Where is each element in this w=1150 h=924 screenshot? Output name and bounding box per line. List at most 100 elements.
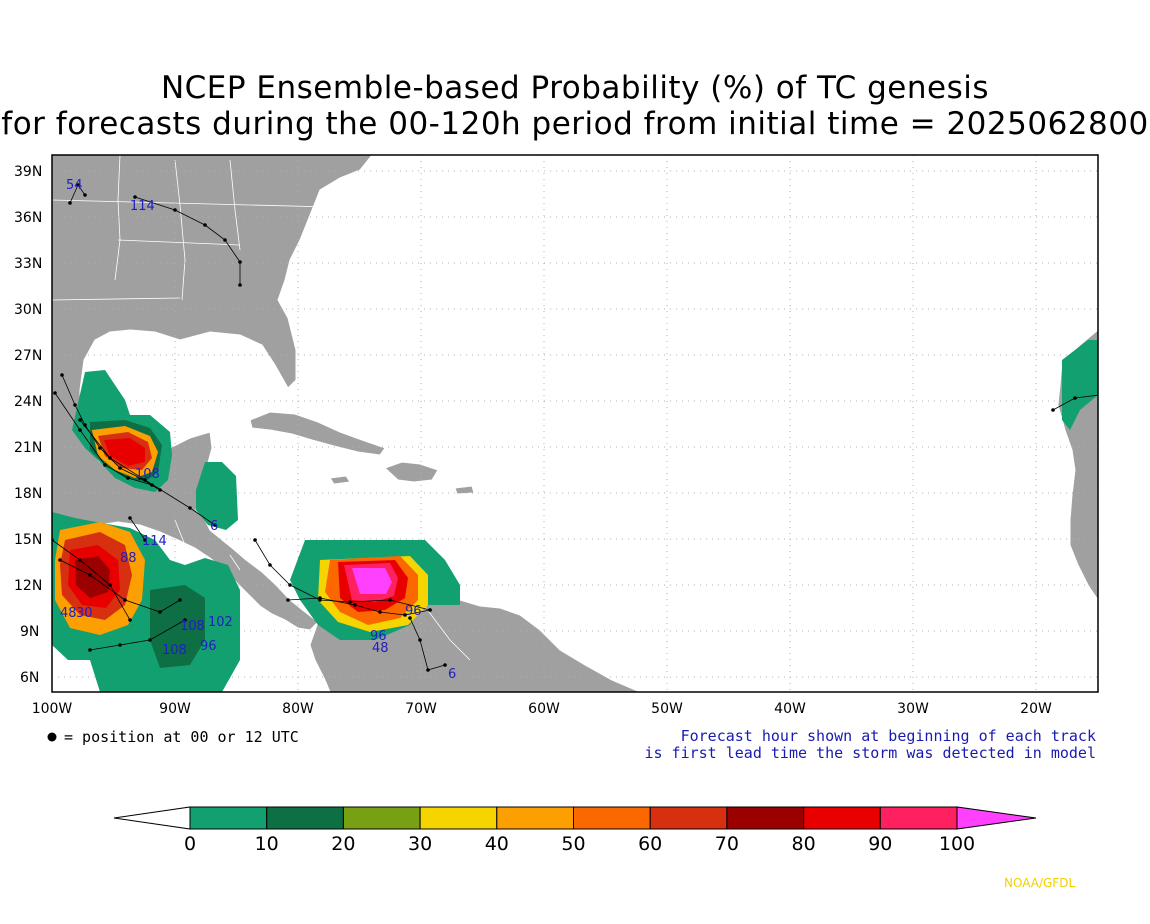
colorbar-tick-label: 60: [638, 833, 662, 855]
track-dot: [253, 538, 257, 542]
colorbar-tick-label: 90: [868, 833, 892, 855]
map-frame: [51, 154, 1099, 693]
colorbar-segment: [266, 806, 344, 830]
track-dot: [123, 598, 127, 602]
lat-label: 33N: [14, 256, 42, 272]
track-dot: [173, 208, 177, 212]
colorbar-segment: [419, 806, 498, 830]
hour-label: 108: [135, 467, 160, 482]
track-dot: [83, 193, 87, 197]
hour-label: 114: [142, 534, 167, 549]
track-dot: [68, 201, 72, 205]
track-dot: [83, 423, 87, 427]
genesis-area-scar-100: [352, 568, 392, 594]
track-dot: [133, 195, 137, 199]
lat-label: 36N: [14, 210, 42, 226]
lat-label: 30N: [14, 302, 42, 318]
track-dot: [268, 563, 272, 567]
colorbar-tick-label: 20: [331, 833, 355, 855]
hour-label: 48: [372, 641, 389, 656]
colorbar-tick-label: 80: [792, 833, 816, 855]
lat-label: 24N: [14, 394, 42, 410]
track-dot: [148, 638, 152, 642]
hour-label: 88: [120, 551, 137, 566]
track-dot: [73, 403, 77, 407]
track-dot: [60, 373, 64, 377]
hour-label: 6: [448, 667, 456, 682]
track-dot: [223, 238, 227, 242]
track-dot: [188, 506, 192, 510]
colorbar-tick-label: 40: [485, 833, 509, 855]
colorbar-tick-label: 70: [715, 833, 739, 855]
track-dot: [178, 598, 182, 602]
colorbar-tick-label: 100: [939, 833, 975, 855]
lat-label: 15N: [14, 532, 42, 548]
track-dot: [58, 558, 62, 562]
dot-legend-note: = position at 00 or 12 UTC: [64, 728, 299, 746]
hour-label: 96: [370, 629, 387, 644]
lon-label: 20W: [1020, 701, 1052, 717]
hispaniola-land: [384, 461, 439, 483]
track-dot: [1106, 392, 1110, 396]
track-dot: [88, 573, 92, 577]
track-dot: [238, 260, 242, 264]
hour-label: 48: [60, 606, 77, 621]
track-dot: [138, 476, 142, 480]
hour-label: 108: [162, 643, 187, 658]
track-dot: [348, 600, 352, 604]
longitude-labels: 100W 90W 80W 70W 60W 50W 40W 30W 20W: [32, 701, 1052, 717]
lat-label: 27N: [14, 348, 42, 364]
genesis-area-honduras-gulf: [196, 462, 238, 530]
chart-title-line1: NCEP Ensemble-based Probability (%) of T…: [160, 70, 990, 106]
track-dot: [88, 648, 92, 652]
track-dot: [1051, 408, 1055, 412]
track-dot: [1073, 396, 1077, 400]
track-dot: [158, 488, 162, 492]
track-dot: [126, 476, 130, 480]
track-dot: [128, 516, 132, 520]
lon-label: 80W: [282, 701, 314, 717]
hour-label: 96: [405, 604, 422, 619]
track-dot: [118, 643, 122, 647]
lat-label: 18N: [14, 486, 42, 502]
track-dot: [203, 223, 207, 227]
track-dot: [76, 183, 80, 187]
genesis-probability-fields: [52, 340, 1098, 692]
track-dot: [158, 610, 162, 614]
track-dot: [353, 603, 357, 607]
track-dot: [388, 598, 392, 602]
track-dot: [78, 418, 82, 422]
jamaica-land: [329, 475, 351, 485]
lat-label: 39N: [14, 164, 42, 180]
track-dot: [418, 638, 422, 642]
track-dot: [78, 428, 82, 432]
lat-label: 9N: [20, 624, 39, 640]
track-dot: [403, 613, 407, 617]
lon-label: 100W: [32, 701, 73, 717]
track-dot: [128, 618, 132, 622]
lon-label: 50W: [651, 701, 683, 717]
colorbar: 0 10 20 30 40 50 60 70 80 90 100: [113, 806, 1037, 855]
colorbar-tick-label: 30: [408, 833, 432, 855]
track-dot: [408, 616, 412, 620]
cuba-land: [249, 411, 386, 456]
genesis-area-africa: [1062, 340, 1098, 430]
lat-label: 21N: [14, 440, 42, 456]
track-dot: [143, 478, 147, 482]
hour-label: 30: [76, 606, 93, 621]
hour-label: 96: [200, 639, 217, 654]
puerto-rico-land: [454, 485, 475, 495]
track-dot: [428, 608, 432, 612]
colorbar-segment: [803, 806, 881, 830]
track-dot: [143, 538, 147, 542]
track-dot: [318, 596, 322, 600]
hour-label: 108: [180, 619, 205, 634]
track-dot: [443, 663, 447, 667]
latitude-labels: 39N 36N 33N 30N 27N 24N 21N 18N 15N 12N …: [14, 164, 42, 686]
track-dot: [103, 463, 107, 467]
track-dots: [52, 183, 1110, 672]
track-dot: [118, 466, 122, 470]
forecast-hour-labels: 54 114 6 114 48 30 88 108 102 108 96 108…: [60, 178, 456, 682]
lon-label: 30W: [897, 701, 929, 717]
